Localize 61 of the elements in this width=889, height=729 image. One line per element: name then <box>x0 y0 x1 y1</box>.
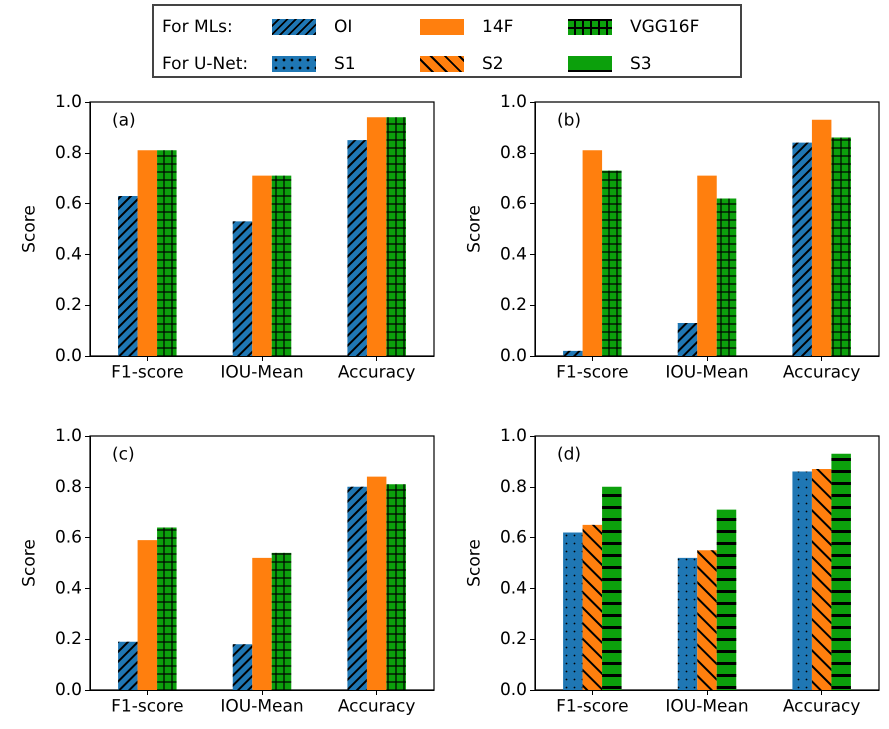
y-tick-label: 0.0 <box>500 346 527 366</box>
x-tick-label: Accuracy <box>782 362 860 382</box>
y-tick-label: 0.6 <box>54 194 82 214</box>
legend-title: For U-Net: <box>162 54 248 74</box>
y-tick-label: 0.8 <box>500 142 527 163</box>
y-axis-title: Score <box>20 205 40 253</box>
bar <box>812 120 832 356</box>
y-tick-label: 0.0 <box>500 680 527 700</box>
y-tick-label: 0.0 <box>54 680 82 700</box>
x-tick-label: IOU-Mean <box>220 696 304 716</box>
y-axis-title: Score <box>464 205 484 253</box>
legend-label: S2 <box>482 54 504 74</box>
x-tick-label: F1-score <box>556 696 629 716</box>
bar <box>366 117 386 356</box>
y-tick-label: 0.4 <box>54 244 82 264</box>
legend-title: For MLs: <box>162 17 233 37</box>
bar <box>366 476 386 690</box>
bar <box>138 150 158 356</box>
x-tick-label: IOU-Mean <box>665 362 749 382</box>
bar <box>138 540 158 690</box>
x-tick-label: Accuracy <box>338 362 416 382</box>
y-tick-label: 0.8 <box>500 476 527 497</box>
y-tick-label: 0.4 <box>500 578 527 598</box>
bar <box>252 558 272 690</box>
y-tick-label: 1.0 <box>500 92 527 112</box>
bar <box>582 150 602 356</box>
y-tick-label: 0.2 <box>500 295 527 316</box>
y-tick-label: 0.4 <box>54 578 82 598</box>
annotation: (b) <box>557 110 582 130</box>
y-tick-label: 0.6 <box>500 528 527 548</box>
y-tick-label: 0.6 <box>54 528 82 548</box>
legend-label: S3 <box>630 54 652 74</box>
y-tick-label: 0.8 <box>54 142 82 163</box>
legend-label: 14F <box>482 17 514 37</box>
y-tick-label: 1.0 <box>54 426 82 446</box>
y-tick-label: 1.0 <box>500 426 527 446</box>
y-tick-label: 0.6 <box>500 194 527 214</box>
x-tick-label: Accuracy <box>782 696 860 716</box>
x-tick-label: IOU-Mean <box>220 362 304 382</box>
x-tick-label: F1-score <box>111 362 184 382</box>
x-tick-label: F1-score <box>556 362 629 382</box>
annotation: (c) <box>112 444 135 464</box>
legend-label: VGG16F <box>630 17 700 37</box>
y-axis-title: Score <box>464 539 484 587</box>
annotation: (a) <box>112 110 136 130</box>
legend-label: S1 <box>334 54 356 74</box>
y-tick-label: 0.2 <box>54 295 82 316</box>
x-tick-label: Accuracy <box>338 696 416 716</box>
annotation: (d) <box>557 444 582 464</box>
bar <box>252 176 272 356</box>
x-tick-label: IOU-Mean <box>665 696 749 716</box>
y-tick-label: 0.4 <box>500 244 527 264</box>
y-tick-label: 0.2 <box>54 629 82 650</box>
bar <box>697 176 717 356</box>
legend-label: OI <box>334 17 352 37</box>
y-tick-label: 0.2 <box>500 629 527 650</box>
y-axis-title: Score <box>20 539 40 587</box>
y-tick-label: 0.0 <box>54 346 82 366</box>
x-tick-label: F1-score <box>111 696 184 716</box>
y-tick-label: 1.0 <box>54 92 82 112</box>
y-tick-label: 0.8 <box>54 476 82 497</box>
